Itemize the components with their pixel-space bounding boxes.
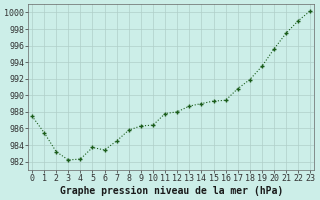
X-axis label: Graphe pression niveau de la mer (hPa): Graphe pression niveau de la mer (hPa) bbox=[60, 186, 283, 196]
